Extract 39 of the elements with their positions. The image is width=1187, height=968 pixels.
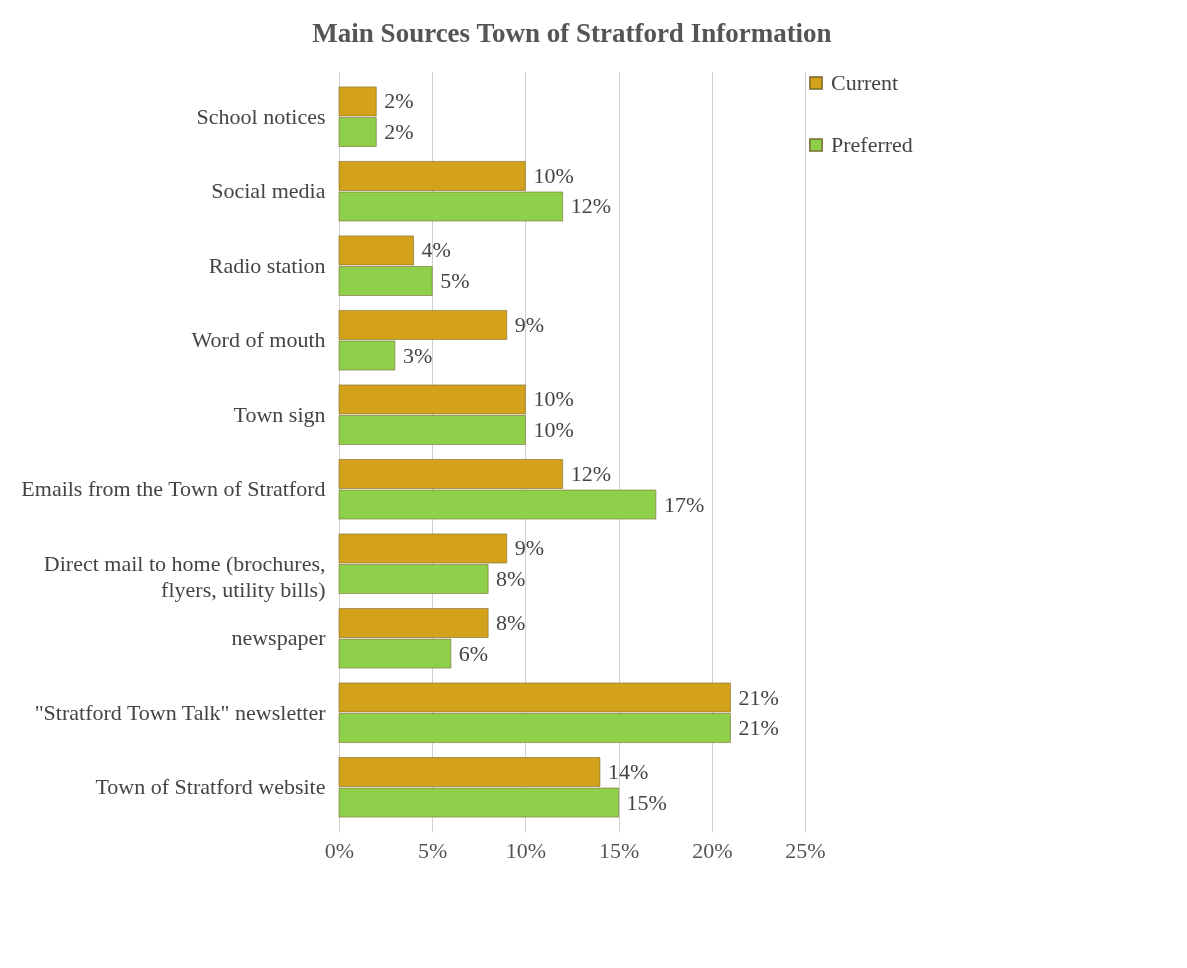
y-tick-label: Town of Stratford website [95, 774, 326, 800]
data-label: 14% [607, 759, 649, 785]
data-label: 9% [514, 311, 545, 337]
data-label: 2% [384, 118, 414, 144]
data-label: 3% [402, 342, 433, 368]
x-tick-label: 0% [324, 837, 355, 863]
data-label: 15% [626, 789, 667, 815]
data-label: 9% [514, 535, 545, 561]
x-tick-label: 15% [598, 837, 640, 863]
data-label: 12% [570, 460, 612, 486]
data-label: 8% [496, 609, 526, 635]
data-label: 12% [570, 193, 612, 219]
data-label: 10% [533, 162, 574, 188]
data-label: 8% [496, 566, 526, 592]
data-label: 2% [384, 88, 414, 114]
x-tick-label: 20% [692, 837, 733, 863]
y-tick-label: Radio station [208, 252, 326, 278]
data-label: 10% [533, 386, 574, 412]
y-tick-label: Town sign [233, 401, 326, 427]
legend-label: Preferred [831, 132, 913, 157]
data-label: 21% [738, 684, 779, 710]
y-tick-label: newspaper [231, 625, 327, 651]
y-tick-label: Emails from the Town of Stratford [21, 476, 326, 502]
data-label: 17% [663, 491, 705, 517]
data-label: 10% [533, 417, 574, 443]
data-label: 21% [738, 715, 779, 741]
chart-title: Main Sources Town of Stratford Information [312, 18, 832, 48]
data-label: 5% [440, 268, 470, 294]
data-label: 4% [421, 237, 451, 263]
x-tick-label: 5% [418, 837, 448, 863]
y-tick-label: Direct mail to home (brochures, flyers, utility bills) [43, 550, 326, 602]
data-label: 6% [458, 640, 489, 666]
x-tick-label: 10% [505, 837, 547, 863]
x-tick-label: 25% [785, 837, 826, 863]
y-tick-label: School notices [196, 103, 326, 129]
y-tick-label: "Stratford Town Talk" newsletter [34, 699, 327, 725]
y-tick-label: Social media [211, 178, 326, 204]
legend-label: Current [831, 70, 899, 95]
y-tick-label: Word of mouth [191, 327, 326, 353]
